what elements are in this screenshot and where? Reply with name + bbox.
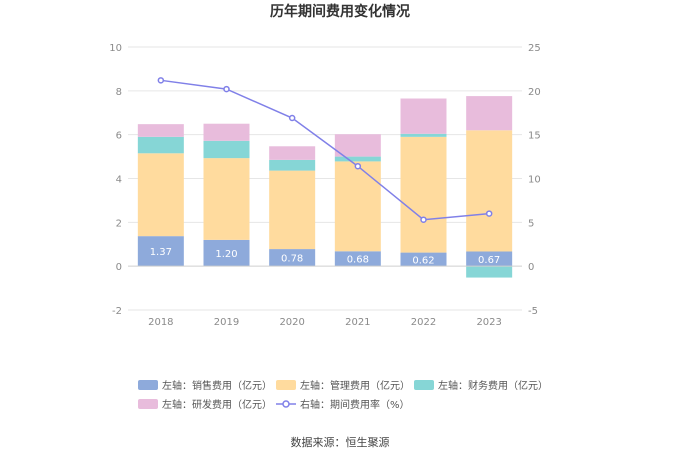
- legend-item: 左轴：销售费用（亿元）: [138, 379, 272, 392]
- bar: [466, 266, 513, 278]
- legend-swatch: [138, 399, 158, 409]
- x-tick-label: 2022: [411, 317, 436, 328]
- legend-item: 左轴：财务费用（亿元）: [414, 379, 548, 392]
- bar: [334, 251, 381, 267]
- data-source: 数据来源：恒生聚源: [291, 435, 390, 449]
- line-point: [485, 210, 493, 217]
- right-tick-label: 0: [528, 262, 534, 273]
- x-tick-label: 2020: [279, 317, 304, 328]
- bar-data-label: 0.78: [281, 254, 303, 265]
- bar: [466, 251, 513, 267]
- legend-item: 左轴：管理费用（亿元）: [276, 379, 410, 392]
- left-tick-label: 0: [116, 262, 122, 273]
- bar: [334, 161, 381, 252]
- line-point: [223, 85, 230, 93]
- bar: [400, 98, 447, 134]
- bar-series: 1.37 1.20 0.78 0.68 0.62 0.67: [137, 96, 513, 278]
- legend-swatch: [414, 380, 434, 390]
- bar: [466, 130, 513, 252]
- right-tick-label: 25: [528, 43, 541, 54]
- bar-data-label: 0.67: [478, 255, 500, 266]
- x-tick-label: 2018: [148, 317, 173, 328]
- legend-item: 左轴：研发费用（亿元）: [138, 398, 272, 411]
- x-tick-label: 2021: [345, 317, 370, 328]
- bar: [269, 146, 316, 160]
- left-tick-label: -2: [112, 306, 122, 317]
- left-axis: -2 0 2 4 6 8 10: [109, 43, 122, 317]
- legend-label: 左轴：销售费用（亿元）: [162, 379, 272, 392]
- bar-data-label: 0.62: [412, 255, 434, 266]
- bar: [334, 134, 381, 157]
- rate-line: [160, 79, 490, 221]
- right-axis: -5 0 5 10 15 20 25: [528, 43, 541, 317]
- bar-data-label: 0.68: [347, 255, 369, 266]
- x-axis-labels: 2018 2019 2020 2021 2022 2023: [148, 317, 502, 328]
- x-tick-label: 2019: [214, 317, 239, 328]
- line-series: [157, 77, 493, 223]
- legend-label: 左轴：研发费用（亿元）: [162, 398, 272, 411]
- bar: [400, 133, 447, 137]
- chart-title: 历年期间费用变化情况: [270, 3, 410, 20]
- right-tick-label: 20: [528, 87, 541, 98]
- line-point: [354, 162, 362, 170]
- bar: [269, 170, 316, 250]
- left-tick-label: 6: [116, 131, 122, 142]
- bar: [203, 140, 250, 159]
- bar: [203, 123, 250, 141]
- right-tick-label: 15: [528, 131, 541, 142]
- right-tick-label: 5: [528, 218, 534, 229]
- legend-label: 右轴：期间费用率（%）: [300, 398, 410, 411]
- bar: [137, 236, 184, 267]
- left-tick-label: 8: [116, 87, 122, 98]
- bar: [203, 158, 250, 240]
- right-tick-label: 10: [528, 175, 541, 186]
- bar: [269, 249, 316, 267]
- bar: [137, 124, 184, 137]
- bar-data-label: 1.37: [150, 247, 172, 258]
- line-point: [420, 216, 427, 223]
- bar: [400, 136, 447, 253]
- bar: [203, 239, 250, 267]
- legend-item: 右轴：期间费用率（%）: [276, 398, 410, 411]
- legend-swatch: [138, 380, 158, 390]
- legend-label: 左轴：管理费用（亿元）: [300, 379, 410, 392]
- legend: 左轴：销售费用（亿元） 左轴：管理费用（亿元） 左轴：财务费用（亿元） 左轴：研发费用…: [138, 379, 548, 411]
- left-tick-label: 10: [109, 43, 122, 54]
- grid-lines: [128, 46, 522, 311]
- bar: [334, 156, 381, 162]
- x-tick-label: 2023: [476, 317, 501, 328]
- line-point: [288, 114, 296, 122]
- line-point: [157, 77, 165, 84]
- legend-label: 左轴：财务费用（亿元）: [438, 379, 548, 392]
- left-tick-label: 2: [116, 218, 122, 229]
- bar: [137, 153, 184, 237]
- bar: [137, 136, 184, 154]
- legend-marker: [282, 400, 290, 408]
- bar: [269, 159, 316, 171]
- legend-swatch: [276, 380, 296, 390]
- right-tick-label: -5: [528, 306, 538, 317]
- bar: [400, 252, 447, 267]
- left-tick-label: 4: [116, 175, 122, 186]
- bar-data-label: 1.20: [215, 249, 237, 260]
- bar: [466, 96, 513, 131]
